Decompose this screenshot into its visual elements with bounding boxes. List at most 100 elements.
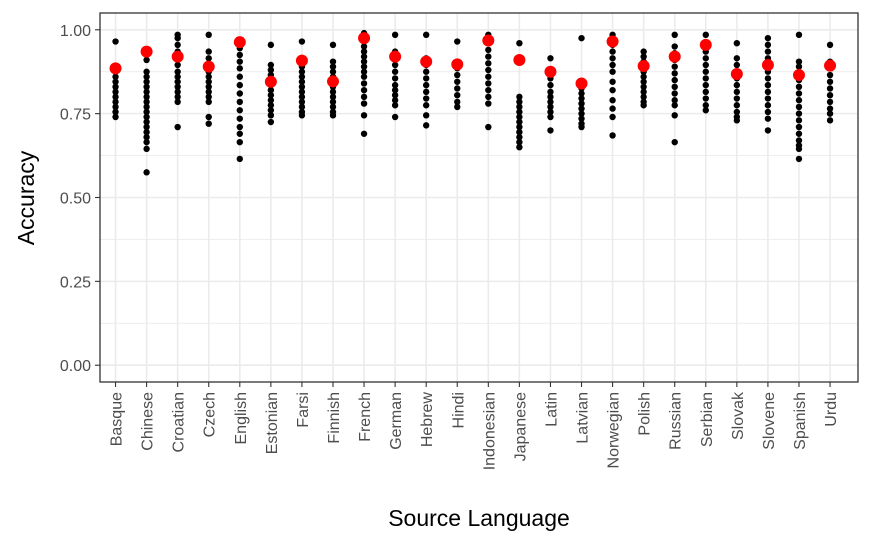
data-point — [360, 63, 368, 70]
x-tick-label: Finnish — [326, 392, 343, 444]
x-axis-title: Source Language — [388, 505, 570, 531]
data-point — [547, 98, 554, 106]
data-point — [702, 68, 709, 75]
data-point — [174, 68, 181, 75]
x-tick-label: Russian — [668, 392, 685, 450]
data-point — [578, 100, 585, 107]
x-tick-label: Urdu — [823, 392, 840, 427]
data-point — [391, 86, 399, 94]
data-point — [298, 88, 306, 96]
data-point — [236, 123, 243, 131]
data-point — [826, 85, 834, 92]
data-point — [298, 38, 306, 45]
data-point — [174, 41, 181, 49]
mean-point — [730, 68, 743, 81]
data-point — [454, 85, 461, 92]
x-tick-label: Basque — [109, 392, 126, 446]
data-point — [422, 88, 430, 96]
data-point — [516, 39, 523, 47]
data-point — [298, 98, 306, 106]
data-point — [391, 102, 399, 109]
x-tick-label: Hebrew — [419, 392, 436, 448]
data-point — [112, 78, 119, 85]
data-point — [422, 102, 430, 109]
data-point — [547, 93, 554, 101]
data-point — [360, 80, 368, 87]
data-point — [640, 53, 647, 60]
data-point — [764, 115, 772, 122]
data-point — [143, 98, 150, 106]
data-point — [267, 97, 275, 104]
data-point — [795, 97, 803, 104]
data-point — [547, 103, 554, 111]
mean-point — [637, 60, 650, 73]
data-point — [516, 98, 523, 106]
data-point — [671, 90, 678, 97]
data-point — [516, 143, 523, 151]
data-point — [795, 63, 803, 70]
data-point — [329, 103, 337, 111]
mean-point — [326, 75, 339, 88]
data-point — [112, 83, 119, 91]
data-point — [422, 112, 430, 119]
x-tick-label: Estonian — [264, 392, 281, 454]
mean-point — [668, 50, 681, 63]
data-point — [422, 31, 430, 39]
data-point — [236, 51, 243, 59]
data-point — [360, 93, 368, 101]
data-point — [298, 83, 306, 91]
data-point — [112, 73, 119, 80]
data-point — [174, 34, 181, 42]
data-point — [112, 113, 119, 121]
x-tick-label: Spanish — [792, 392, 809, 450]
data-point — [236, 73, 243, 80]
data-point — [795, 58, 803, 65]
mean-point — [420, 55, 433, 68]
data-point — [112, 93, 119, 101]
y-axis: 0.00 0.25 0.50 0.75 1.00 — [60, 23, 100, 375]
data-point — [671, 43, 678, 50]
data-point — [578, 90, 585, 97]
data-point — [143, 169, 150, 176]
data-point — [516, 93, 523, 101]
data-point — [143, 93, 150, 101]
data-point — [391, 97, 399, 104]
data-point — [795, 130, 803, 137]
data-point — [733, 95, 741, 102]
mean-point — [358, 32, 371, 45]
data-point — [671, 138, 678, 146]
data-point — [764, 127, 772, 134]
data-point — [329, 63, 337, 70]
data-point — [671, 63, 678, 70]
data-point — [733, 81, 741, 89]
data-point — [702, 55, 709, 62]
data-point — [174, 98, 181, 106]
data-point — [360, 130, 368, 137]
data-point — [205, 73, 212, 80]
data-point — [454, 91, 461, 99]
data-point — [640, 73, 647, 80]
data-point — [391, 61, 399, 69]
y-tick-label: 0.25 — [60, 274, 91, 291]
data-point — [298, 112, 306, 119]
data-point — [795, 110, 803, 117]
data-point — [360, 68, 368, 75]
data-point — [485, 86, 492, 94]
data-point — [174, 123, 181, 131]
data-point — [360, 100, 368, 107]
mean-point — [264, 75, 277, 88]
data-point — [329, 98, 337, 106]
data-point — [547, 55, 554, 62]
data-point — [764, 81, 772, 89]
data-point — [640, 83, 647, 91]
data-point — [485, 46, 492, 54]
x-tick-label: Farsi — [295, 392, 312, 428]
data-point — [112, 108, 119, 116]
mean-point — [171, 50, 184, 63]
data-point — [143, 83, 150, 91]
data-point — [329, 41, 337, 49]
data-point — [174, 61, 181, 69]
data-point — [267, 91, 275, 99]
data-point — [360, 43, 368, 50]
data-point — [329, 68, 337, 75]
